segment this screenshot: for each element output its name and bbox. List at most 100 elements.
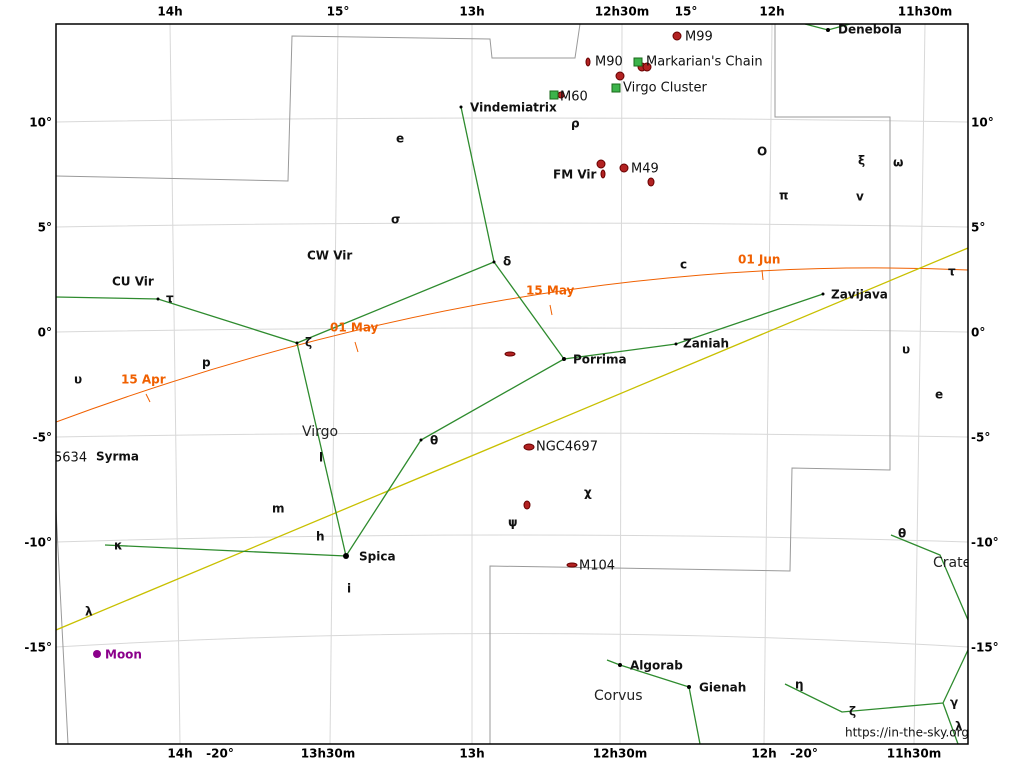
greek-label: ρ [571, 117, 580, 131]
axis-label: 12h [759, 5, 784, 19]
date-label: 01 May [330, 321, 379, 335]
top-axis: 14h 15° 13h 12h30m 15° 12h 11h30m [157, 5, 952, 19]
star-label: Zavijava [831, 288, 888, 302]
object-label: NGC4697 [536, 440, 598, 455]
greek-label: τ [166, 292, 174, 306]
axis-label: 14h [157, 5, 182, 19]
axis-label: 13h [459, 5, 484, 19]
constellation-label: Virgo [302, 424, 338, 440]
constellation-label: Crate [933, 555, 971, 571]
star-label: Gienah [699, 681, 746, 695]
greek-label: δ [503, 255, 511, 269]
coordinate-grid [56, 24, 968, 744]
object-label: M99 [685, 30, 713, 45]
star-label: Zaniah [683, 337, 729, 351]
axis-label: -5° [971, 431, 990, 445]
object-label: 5634 [54, 451, 87, 466]
moon-marker [93, 650, 101, 658]
star-label: FM Vir [553, 168, 597, 182]
date-label: 15 Apr [121, 373, 166, 387]
greek-label: θ [430, 434, 438, 448]
greek-label: λ [955, 720, 963, 734]
greek-label: υ [74, 373, 82, 387]
axis-label: 15° [327, 5, 350, 19]
axis-label: 12h30m [593, 747, 647, 761]
object-label: M90 [595, 55, 623, 70]
greek-label: c [680, 258, 687, 272]
axis-label: 10° [971, 116, 994, 130]
axis-label: 5° [971, 221, 985, 235]
axis-label: 15° [675, 5, 698, 19]
axis-label: -10° [24, 536, 52, 550]
axis-label: 11h30m [887, 747, 941, 761]
axis-label: -15° [24, 641, 52, 655]
star-label: Denebola [838, 23, 902, 37]
greek-label: κ [114, 539, 123, 553]
ecliptic [56, 267, 968, 423]
map-frame [55, 23, 969, 745]
object-label: Markarian's Chain [646, 55, 763, 70]
moon-label: Moon [105, 648, 142, 662]
star-dots [156, 28, 830, 689]
greek-label: v [856, 190, 864, 204]
greek-label: i [347, 582, 351, 596]
object-label: M104 [579, 559, 615, 574]
bottom-axis: 14h -20° 13h30m 13h 12h30m 12h -20° 11h3… [167, 747, 941, 761]
greek-label: ζ [849, 705, 856, 719]
axis-label: 14h [167, 747, 192, 761]
date-label: 15 May [526, 284, 575, 298]
greek-label: O [757, 145, 767, 159]
star-label: CU Vir [112, 275, 154, 289]
moon-path [56, 247, 968, 631]
star-label: Algorab [630, 659, 683, 673]
map-area: Denebola Vindemiatrix Zavijava Porrima Z… [54, 23, 971, 744]
date-label: 01 Jun [738, 253, 780, 267]
object-label: Virgo Cluster [623, 81, 707, 96]
object-label: M60 [560, 90, 588, 105]
date-ticks [145, 269, 764, 403]
greek-labels: e ρ O ξ ω σ π v δ c τ ζ p υ υ e θ l χ m … [74, 117, 963, 734]
axis-label: -20° [790, 747, 818, 761]
star-label: CW Vir [307, 249, 352, 263]
greek-label: e [935, 388, 943, 402]
axis-label: -10° [971, 536, 999, 550]
axis-label: -15° [971, 641, 999, 655]
greek-label: λ [85, 605, 93, 619]
greek-label: θ [898, 527, 906, 541]
deep-sky-objects [504, 31, 682, 568]
star-label: Spica [359, 550, 396, 564]
axis-label: 0° [971, 326, 985, 340]
star-label: Syrma [96, 450, 139, 464]
greek-label: ω [893, 156, 903, 170]
greek-label: τ [948, 265, 956, 279]
axis-label: 11h30m [898, 5, 952, 19]
credit: https://in-the-sky.org [845, 726, 969, 740]
constellation-label: Corvus [594, 688, 643, 704]
greek-label: σ [391, 213, 400, 227]
right-axis: 10° 5° 0° -5° -10° -15° [971, 116, 999, 655]
axis-label: 5° [38, 221, 52, 235]
axis-label: 13h [459, 747, 484, 761]
axis-label: 12h [751, 747, 776, 761]
greek-label: ξ [858, 154, 865, 168]
left-axis: 10° 5° 0° -5° -10° -15° [24, 116, 52, 655]
greek-label: m [272, 502, 285, 516]
object-label: M49 [631, 162, 659, 177]
constellation-lines [56, 24, 968, 744]
greek-label: l [319, 451, 323, 465]
greek-label: h [316, 530, 325, 544]
greek-label: p [202, 356, 211, 370]
axis-label: 10° [29, 116, 52, 130]
greek-label: η [795, 678, 804, 692]
star-label: Vindemiatrix [470, 101, 557, 115]
greek-label: ζ [305, 336, 312, 350]
axis-label: 12h30m [595, 5, 649, 19]
axis-label: -20° [206, 747, 234, 761]
greek-label: γ [950, 696, 958, 710]
greek-label: ψ [508, 516, 518, 530]
greek-label: e [396, 132, 404, 146]
star-label: Porrima [573, 353, 627, 367]
axis-label: 0° [38, 326, 52, 340]
axis-label: 13h30m [301, 747, 355, 761]
